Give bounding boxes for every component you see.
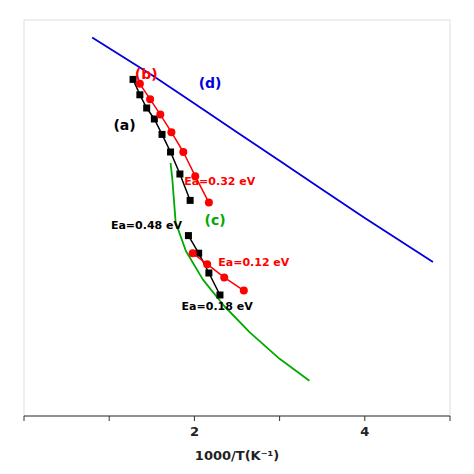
series-point — [143, 105, 150, 112]
series-point — [146, 95, 154, 103]
series-line — [92, 38, 433, 262]
series-point — [205, 199, 213, 207]
series-point — [185, 232, 192, 239]
series-point — [159, 131, 166, 138]
series-point — [136, 91, 143, 98]
series-line — [133, 79, 190, 200]
chart: 2 4 1000/T(K⁻¹) (a) (b) (c) (d) Ea=0.48 eV Ea=0.… — [0, 0, 474, 474]
series-point — [216, 292, 223, 299]
annotation: Ea=0.12 eV — [218, 256, 290, 269]
x-axis-line — [24, 415, 450, 416]
series-group — [92, 38, 433, 381]
x-tick — [364, 416, 365, 421]
annotation: Ea=0.18 eV — [182, 300, 254, 313]
series-point — [156, 111, 164, 119]
series-point — [189, 249, 197, 257]
series-line — [188, 236, 220, 295]
series-point — [203, 260, 211, 268]
series-point — [167, 149, 174, 156]
annotation: (b) — [135, 66, 158, 82]
x-tick — [24, 416, 25, 421]
series-point — [240, 287, 248, 295]
annotation: (c) — [205, 212, 226, 228]
annotation: (a) — [113, 117, 135, 133]
series-line — [171, 163, 310, 381]
x-tick — [450, 416, 451, 421]
series-point — [167, 128, 175, 136]
series-point — [179, 148, 187, 156]
annotation: (d) — [199, 75, 222, 91]
series-point — [176, 171, 183, 178]
x-tick — [194, 416, 195, 421]
x-tick-label: 4 — [360, 424, 369, 439]
x-tick — [109, 416, 110, 421]
series-point — [205, 270, 212, 277]
x-tick — [279, 416, 280, 421]
series-point — [220, 273, 228, 281]
plot-frame — [24, 20, 450, 416]
series-point — [151, 116, 158, 123]
series-point — [187, 197, 194, 204]
x-tick-label: 2 — [190, 424, 199, 439]
annotation: Ea=0.48 eV — [111, 219, 183, 232]
annotation: Ea=0.32 eV — [184, 175, 256, 188]
x-axis-label: 1000/T(K⁻¹) — [195, 448, 279, 463]
